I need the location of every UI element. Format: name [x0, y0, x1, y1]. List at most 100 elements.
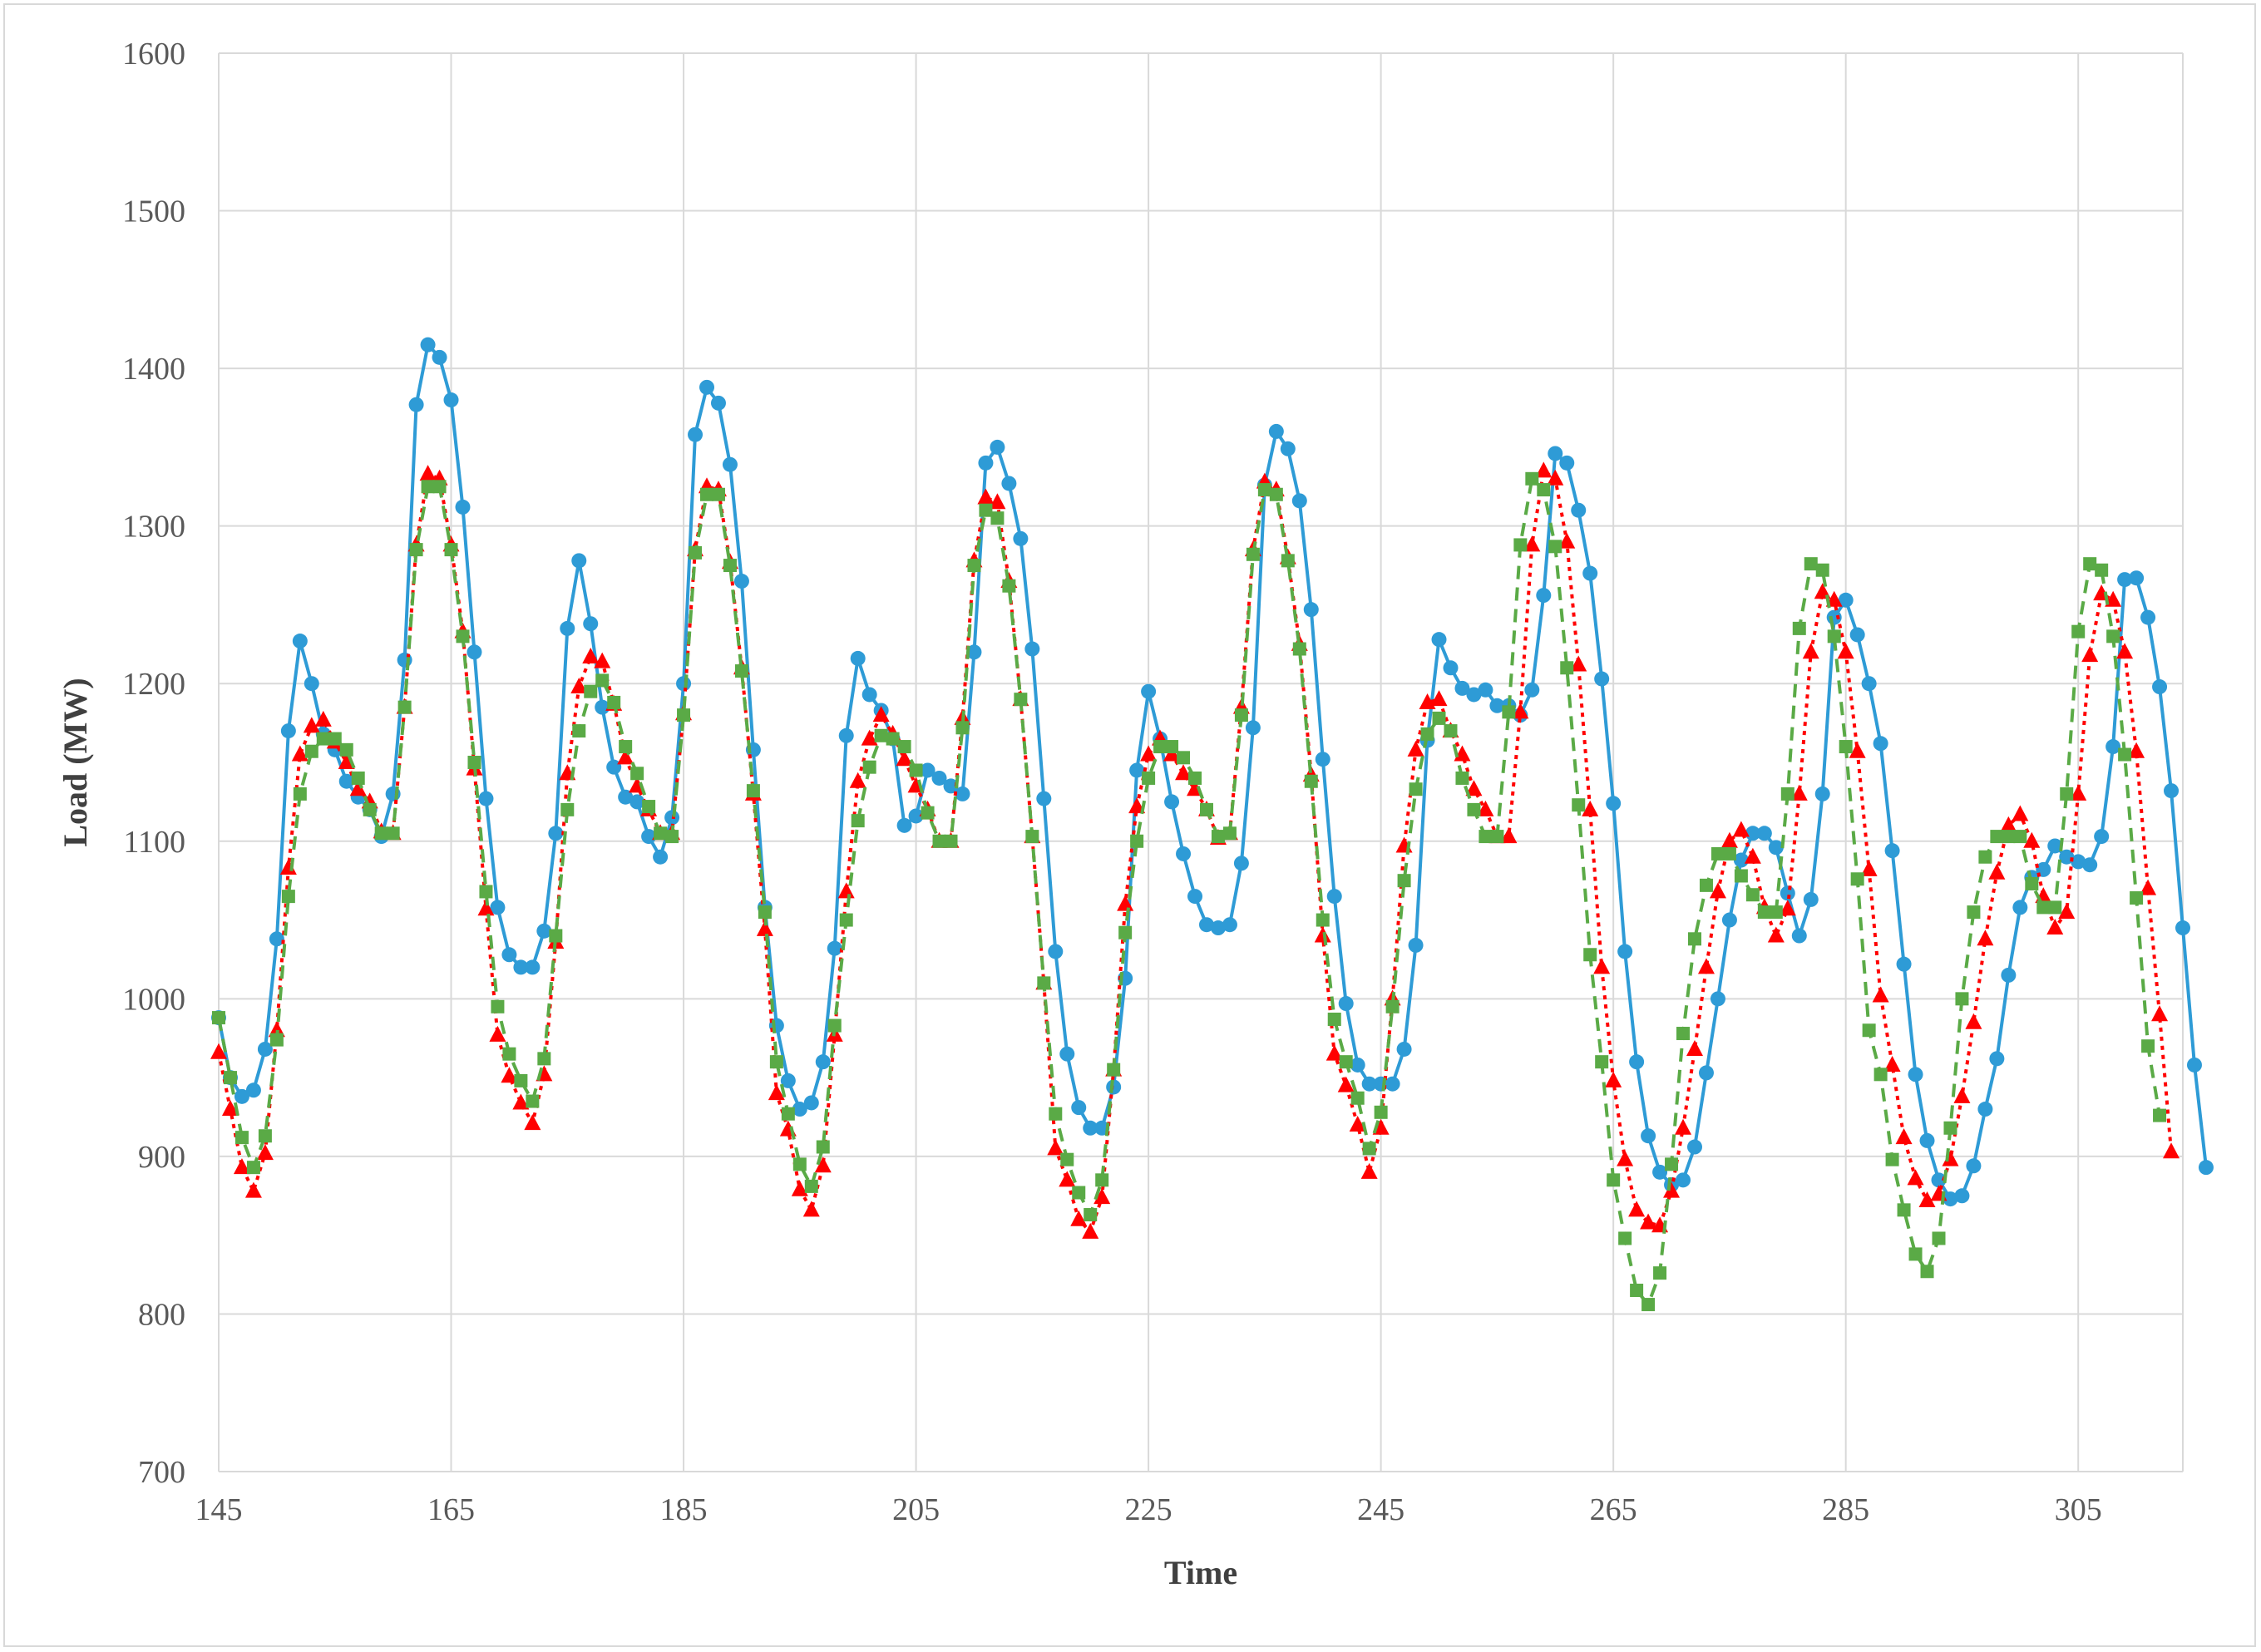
data-point	[700, 487, 714, 501]
data-point	[570, 678, 588, 694]
data-point	[444, 543, 458, 557]
data-point	[1548, 446, 1563, 461]
data-point	[1141, 683, 1157, 699]
x-tick-label: 285	[1822, 1492, 1869, 1527]
data-point	[653, 849, 669, 865]
data-point	[1860, 860, 1878, 876]
data-point	[1165, 740, 1179, 754]
data-point	[1711, 846, 1725, 861]
data-point	[293, 787, 307, 801]
data-point	[1500, 827, 1518, 844]
data-point	[432, 480, 447, 494]
data-point	[2083, 557, 2097, 571]
data-point	[1943, 1121, 1957, 1135]
data-point	[1095, 1173, 1109, 1187]
data-point	[618, 789, 634, 805]
data-point	[630, 767, 644, 781]
data-point	[1990, 830, 2004, 844]
data-point	[1443, 660, 1459, 676]
data-point	[1676, 1027, 1691, 1041]
data-point	[1036, 791, 1052, 806]
data-point	[944, 834, 958, 848]
data-point	[677, 708, 691, 722]
data-point	[2141, 1039, 2155, 1053]
data-point	[1326, 889, 1342, 905]
data-point	[758, 905, 772, 920]
data-point	[560, 802, 575, 816]
data-point	[328, 732, 342, 746]
data-point	[2071, 624, 2086, 639]
data-point	[1397, 874, 1411, 888]
data-point	[2082, 857, 2098, 873]
data-point	[1663, 1181, 1681, 1198]
x-tick-label: 265	[1590, 1492, 1637, 1527]
data-point	[1117, 895, 1134, 911]
data-point	[467, 756, 481, 769]
data-point	[1325, 1044, 1343, 1061]
data-point	[1489, 698, 1505, 713]
data-point	[595, 673, 610, 688]
data-point	[1246, 547, 1260, 561]
data-point	[804, 1179, 818, 1193]
gridlines	[218, 52, 2184, 1472]
data-point	[1850, 872, 1864, 886]
data-point	[1432, 711, 1446, 725]
data-point	[2140, 609, 2156, 625]
series-line	[217, 476, 2161, 1307]
data-point	[1362, 1142, 1376, 1156]
data-point	[409, 543, 423, 557]
data-point	[443, 392, 459, 408]
data-point	[1732, 821, 1750, 837]
data-point	[1733, 852, 1749, 868]
data-point	[1233, 856, 1249, 871]
data-point	[2060, 787, 2074, 801]
data-point	[1559, 455, 1575, 471]
data-point	[921, 806, 935, 820]
data-point	[223, 1071, 237, 1085]
x-tick-label: 205	[892, 1492, 940, 1527]
data-point	[291, 745, 309, 762]
data-point	[338, 773, 354, 789]
data-point	[1687, 932, 1701, 946]
y-tick-label: 1400	[122, 352, 185, 387]
data-point	[990, 511, 1005, 525]
data-point	[280, 723, 296, 739]
data-point	[1280, 441, 1296, 456]
data-point	[1361, 1076, 1377, 1092]
data-point	[606, 759, 622, 775]
data-point	[733, 574, 749, 589]
data-point	[1814, 786, 1830, 801]
data-point	[1153, 740, 1168, 754]
data-point	[1140, 745, 1158, 762]
data-point	[1698, 1065, 1714, 1081]
data-point	[1177, 751, 1191, 765]
series-triangle	[210, 461, 2180, 1239]
y-tick-label: 900	[138, 1140, 185, 1175]
data-point	[897, 740, 911, 754]
data-point	[642, 800, 656, 814]
data-point	[1327, 1012, 1341, 1026]
data-point	[257, 1041, 273, 1057]
data-point	[967, 559, 981, 573]
data-point	[1839, 740, 1853, 754]
y-axis-title: Load (MW)	[57, 678, 94, 846]
data-point	[979, 503, 993, 517]
data-point	[571, 553, 587, 569]
data-point	[1827, 629, 1841, 644]
data-point	[1978, 850, 1992, 864]
data-point	[1697, 958, 1715, 974]
data-point	[1792, 621, 1806, 635]
data-point	[1360, 1162, 1378, 1179]
data-point	[514, 1073, 528, 1087]
x-tick-label: 145	[195, 1492, 243, 1527]
data-point	[1477, 800, 1494, 816]
data-point	[1349, 1115, 1366, 1132]
y-tick-labels: 700 800 900 1000 1100 1200 1300 1400 1500 1600	[122, 37, 185, 1490]
x-tick-labels: 145 165 185 205 225 245 265 285 305	[195, 1492, 2102, 1527]
data-point	[689, 545, 703, 560]
data-point	[931, 770, 947, 786]
data-point	[1665, 1157, 1679, 1171]
data-point	[989, 493, 1006, 510]
data-point	[768, 1084, 785, 1101]
